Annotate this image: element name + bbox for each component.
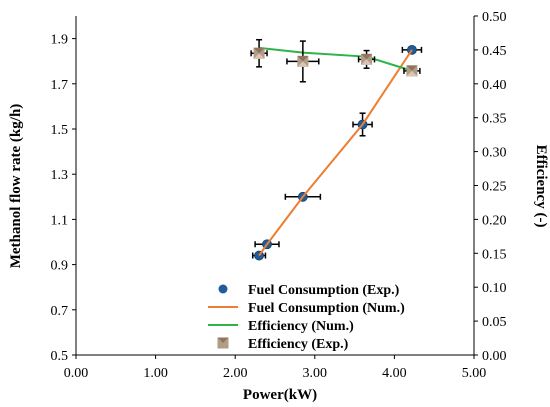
y-axis-title: Methanol flow rate (kg/h)	[8, 104, 24, 269]
x-tick-label: 4.00	[382, 366, 407, 381]
marker-shade	[217, 337, 229, 343]
legend-item: Fuel Consumption (Exp.)	[218, 283, 400, 298]
series-line	[258, 49, 413, 257]
x-tick-label: 5.00	[462, 366, 487, 381]
y2-tick-label: 0.10	[482, 281, 507, 296]
marker-shade	[253, 53, 265, 59]
marker-shade	[253, 47, 265, 54]
x-tick-label: 2.00	[223, 366, 248, 381]
axes: 0.00 1.00 2.00 3.00 4.00 5.00 0.5 0.7 0.9 1.1 1.3 1…	[51, 10, 507, 381]
x-tick-label: 3.00	[303, 366, 328, 381]
legend-item: Efficiency (Num.)	[208, 319, 354, 334]
x-axis-title: Power(kW)	[243, 387, 317, 403]
y2-tick-label: 0.40	[482, 78, 507, 93]
x-tick-label: 0.00	[64, 366, 89, 381]
y2-tick-label: 0.50	[482, 10, 507, 25]
y-tick-label: 1.7	[51, 78, 69, 93]
y-tick-label: 1.3	[51, 168, 69, 183]
y-tick-label: 0.9	[51, 259, 69, 274]
marker-shade	[406, 70, 418, 77]
legend-item: Efficiency (Exp.)	[217, 337, 349, 352]
y-tick-label: 1.9	[51, 33, 69, 48]
legend-swatch-circle	[218, 284, 228, 294]
y2-tick-label: 0.20	[482, 213, 507, 228]
legend-item: Fuel Consumption (Num.)	[208, 301, 405, 316]
y2-tick-label: 0.45	[482, 44, 507, 59]
y2-tick-label: 0.30	[482, 146, 507, 161]
data-point	[297, 55, 309, 67]
y2-tick-label: 0.15	[482, 247, 507, 262]
x-tick-label: 1.00	[143, 366, 168, 381]
legend-label: Fuel Consumption (Exp.)	[248, 283, 400, 298]
y2-tick-label: 0.05	[482, 315, 507, 330]
marker-shade	[406, 65, 418, 71]
y-tick-label: 1.5	[51, 123, 69, 138]
y2-axis-title: Efficiency (-)	[533, 145, 549, 228]
data-point	[406, 65, 418, 77]
marker-shade	[297, 55, 309, 62]
legend: Fuel Consumption (Exp.) Fuel Consumption …	[208, 283, 405, 352]
legend-label: Efficiency (Exp.)	[248, 337, 349, 352]
y-tick-label: 0.7	[51, 304, 69, 319]
data-point	[361, 53, 373, 65]
plot-series	[250, 38, 423, 261]
y2-tick-label: 0.00	[482, 349, 507, 364]
y2-tick-label: 0.35	[482, 112, 507, 127]
marker-square	[253, 47, 265, 59]
marker-shade	[361, 59, 373, 65]
y2-tick-label: 0.25	[482, 180, 507, 195]
legend-label: Efficiency (Num.)	[248, 319, 354, 334]
y-tick-label: 0.5	[51, 349, 69, 364]
y-tick-label: 1.1	[51, 213, 69, 228]
marker-shade	[361, 53, 373, 60]
marker-shade	[297, 61, 309, 67]
series-line	[258, 46, 411, 72]
legend-label: Fuel Consumption (Num.)	[248, 301, 405, 316]
data-point	[253, 47, 265, 59]
